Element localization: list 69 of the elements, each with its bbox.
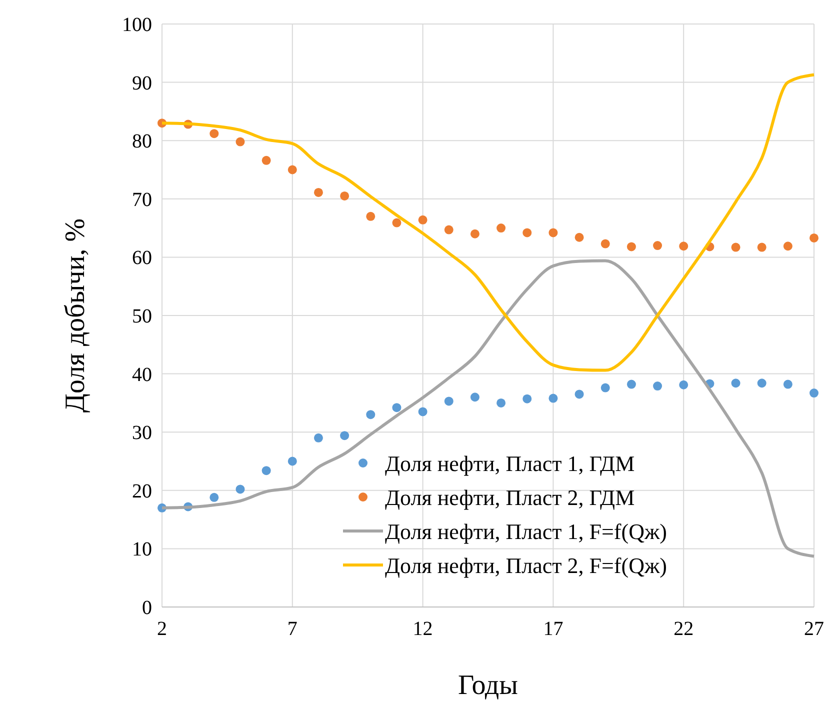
point	[366, 212, 376, 221]
point	[262, 156, 271, 165]
point	[574, 390, 584, 399]
y-tick-label: 20	[132, 480, 152, 502]
legend-label: Доля нефти, Пласт 2, F=f(Qж)	[385, 553, 667, 578]
point	[288, 165, 297, 174]
legend-label: Доля нефти, Пласт 2, ГДМ	[385, 485, 635, 510]
point	[783, 242, 792, 251]
y-tick-label: 30	[132, 422, 152, 444]
y-tick-label: 40	[132, 364, 152, 386]
point	[496, 224, 506, 233]
point	[210, 492, 219, 502]
y-tick-label: 80	[132, 130, 152, 153]
point	[314, 433, 323, 442]
point	[288, 456, 297, 466]
y-tick-label: 70	[132, 188, 152, 211]
point	[444, 396, 454, 406]
legend-label: Доля нефти, Пласт 1, F=f(Qж)	[385, 519, 667, 544]
point	[522, 228, 532, 238]
point	[340, 191, 350, 200]
x-axis-title: Годы	[458, 670, 518, 701]
y-axis-title: Доля добычи, %	[60, 218, 91, 413]
x-tick-label: 12	[412, 618, 433, 640]
point	[653, 382, 662, 391]
point	[392, 403, 402, 412]
y-tick-label: 60	[132, 247, 152, 270]
point	[600, 383, 610, 392]
point	[548, 228, 558, 238]
point	[210, 129, 219, 138]
x-tick-label: 27	[804, 618, 824, 640]
point	[679, 380, 688, 390]
point	[757, 242, 766, 252]
point	[470, 229, 480, 238]
point	[314, 188, 323, 197]
point	[418, 407, 428, 416]
point	[262, 466, 271, 476]
point	[522, 394, 532, 404]
point	[574, 232, 584, 242]
x-tick-label: 2	[157, 618, 167, 640]
y-tick-label: 50	[132, 306, 152, 328]
x-tick-label: 7	[287, 618, 298, 640]
point	[600, 239, 610, 248]
y-tick-label: 100	[122, 14, 152, 36]
point	[731, 378, 740, 388]
x-tick-label: 22	[674, 618, 694, 640]
point	[340, 431, 350, 440]
point	[810, 233, 818, 242]
point	[236, 137, 245, 146]
x-tick-label: 17	[543, 618, 564, 640]
point	[783, 380, 792, 389]
point	[757, 378, 766, 388]
y-tick-label: 10	[132, 538, 152, 561]
point	[418, 215, 428, 224]
point	[810, 388, 818, 398]
point	[731, 242, 740, 252]
point	[653, 241, 662, 250]
point	[548, 394, 558, 403]
point	[444, 225, 454, 234]
point	[626, 242, 636, 252]
point	[392, 218, 402, 228]
y-tick-label: 0	[142, 597, 152, 619]
point	[496, 398, 506, 408]
point	[679, 242, 688, 251]
point	[470, 392, 480, 402]
point	[236, 484, 245, 494]
y-tick-label: 90	[132, 72, 152, 94]
point	[366, 410, 376, 420]
point	[626, 380, 636, 389]
legend-label: Доля нефти, Пласт 1, ГДМ	[385, 451, 635, 476]
